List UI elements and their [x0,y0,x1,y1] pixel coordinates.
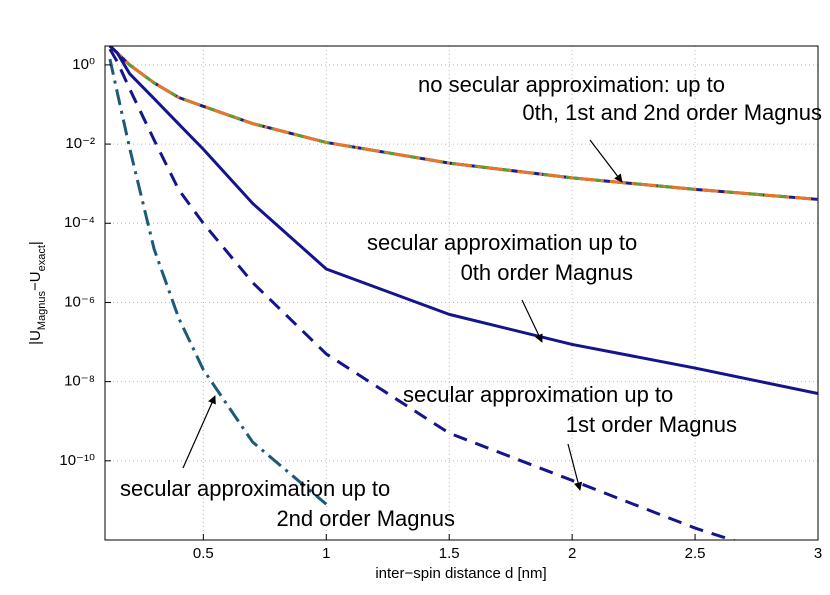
x-tick-label: 2 [568,545,576,562]
plot-area [105,46,818,540]
annotation: 2nd order Magnus [276,506,455,531]
y-tick-label: 10⁻⁸ [64,373,95,390]
series-line [108,46,818,396]
series-line [108,48,737,540]
x-tick-label: 3 [814,545,822,562]
arrow [182,395,216,469]
arrow [589,139,623,183]
x-tick-label: 2.5 [685,545,706,562]
y-label-part: | [27,241,44,245]
x-axis-label: inter−spin distance d [nm] [375,565,546,582]
annotation: secular approximation up to [403,382,673,407]
x-tick-label: 0.5 [193,545,214,562]
arrow [521,299,543,343]
annotation: no secular approximation: up to [418,72,725,97]
y-tick-label: 10⁻² [65,135,95,152]
series-line [108,46,818,201]
annotation: 0th order Magnus [461,260,633,285]
annotation: 0th, 1st and 2nd order Magnus [522,100,822,125]
annotation: 1st order Magnus [566,412,737,437]
series-line [108,58,328,506]
arrow [567,443,583,491]
x-tick-label: 1.5 [439,545,460,562]
annotation: secular approximation up to [367,230,637,255]
y-tick-label: 10⁻¹⁰ [59,452,95,469]
y-tick-label: 10⁻⁶ [64,293,95,310]
y-axis-label: |UMagnus−Uexact| [27,241,48,345]
y-label-sub: Magnus [36,290,48,330]
x-tick-label: 1 [322,545,330,562]
y-tick-label: 10⁻⁴ [64,214,95,231]
y-label-sub: exact [36,245,48,271]
annotation: secular approximation up to [120,476,390,501]
plot-frame [104,45,819,541]
y-label-part: −U [27,271,44,291]
y-label-part: |U [27,330,44,345]
y-tick-label: 10⁰ [72,56,95,73]
